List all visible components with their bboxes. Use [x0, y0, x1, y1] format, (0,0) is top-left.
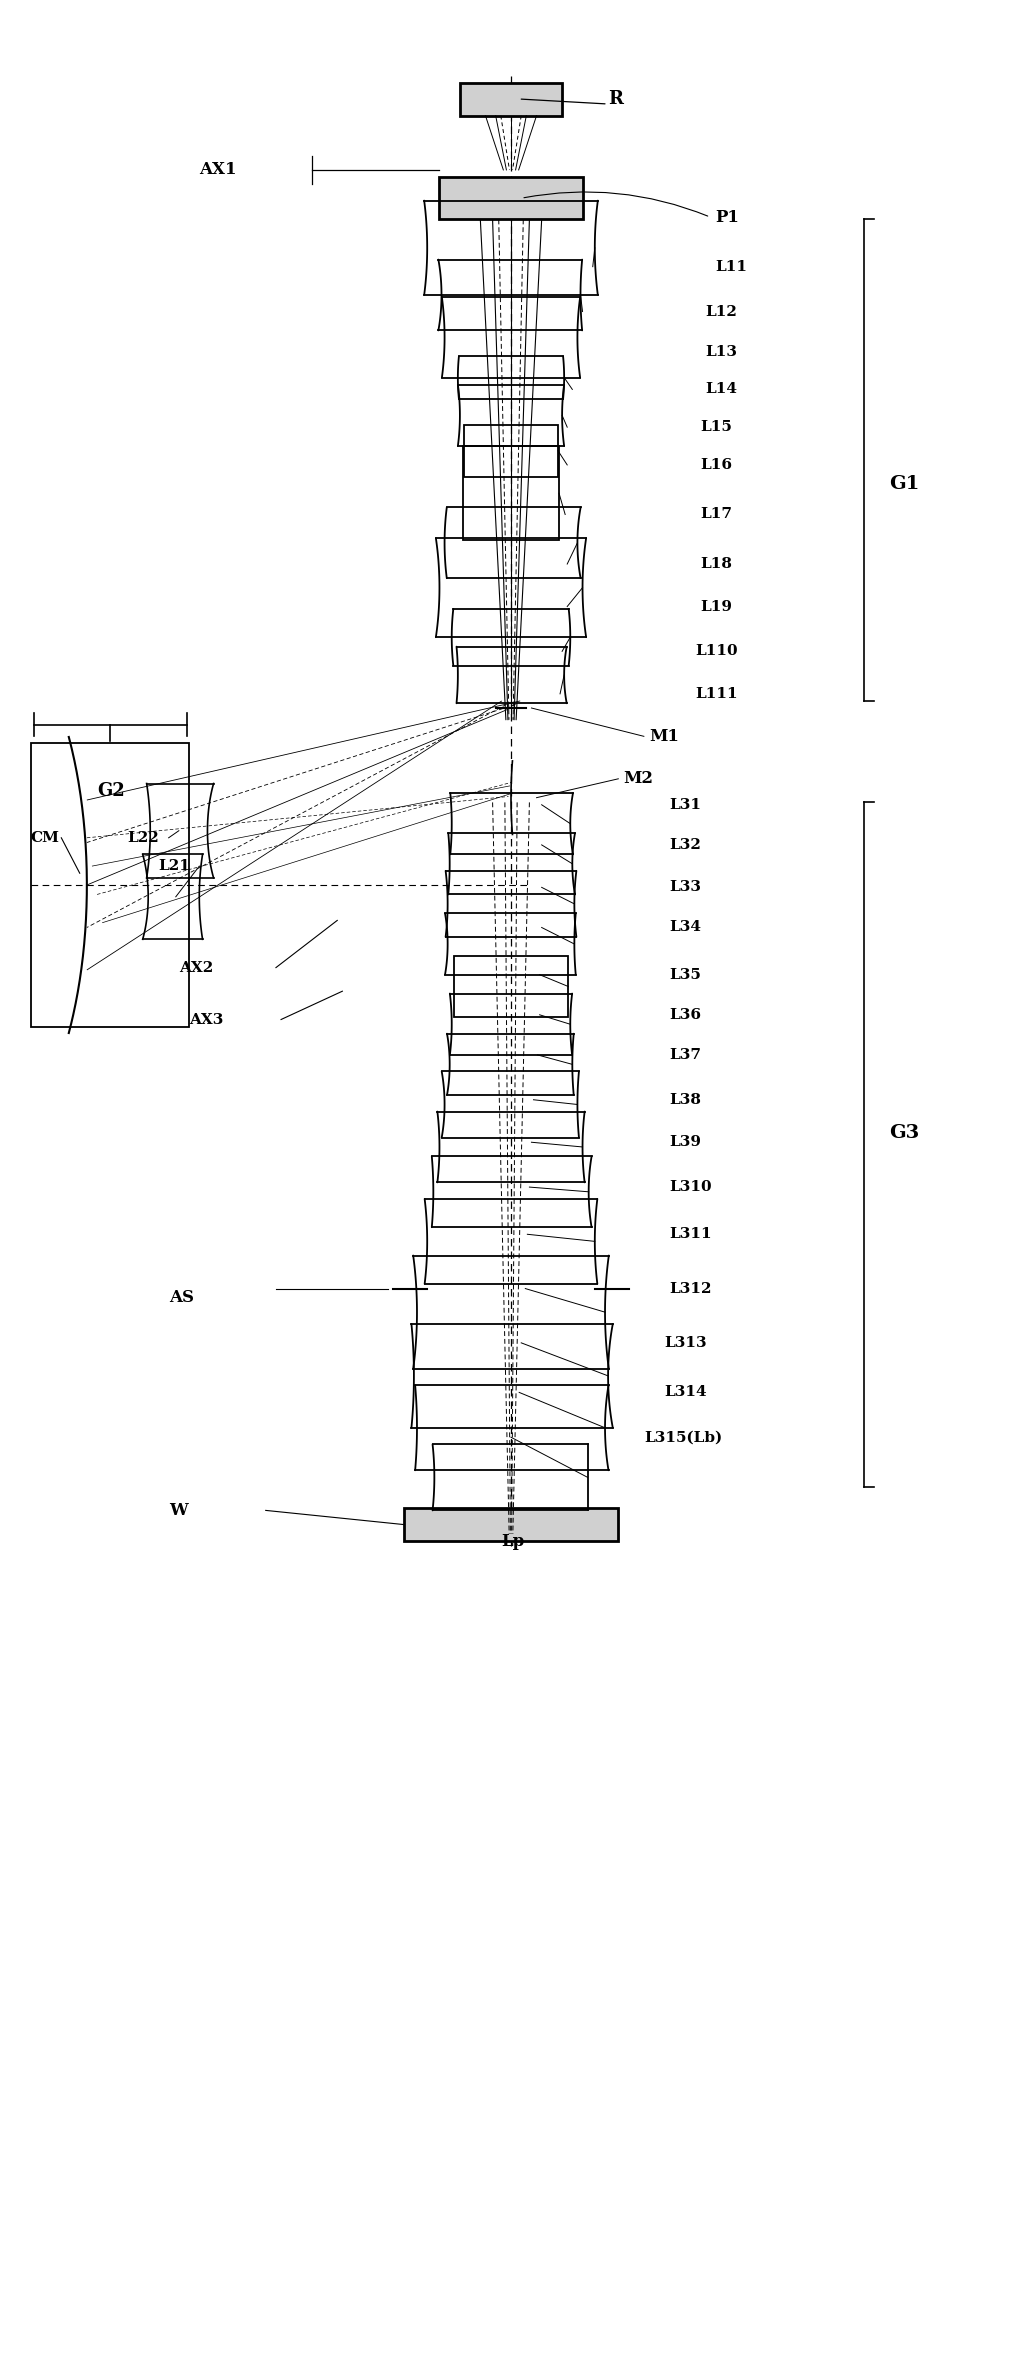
- Bar: [404, 1508, 618, 1541]
- Text: AX1: AX1: [199, 160, 237, 179]
- Text: AX2: AX2: [179, 961, 214, 975]
- Text: L33: L33: [669, 880, 701, 894]
- Text: G1: G1: [889, 474, 920, 493]
- Text: L31: L31: [669, 798, 701, 812]
- Bar: [460, 83, 562, 116]
- Bar: [463, 446, 559, 540]
- Text: L35: L35: [669, 968, 701, 982]
- Text: L34: L34: [669, 920, 701, 935]
- Text: L36: L36: [669, 1008, 701, 1022]
- Text: L21: L21: [158, 859, 190, 873]
- Text: L311: L311: [669, 1227, 712, 1241]
- Text: L111: L111: [695, 687, 738, 701]
- Text: L39: L39: [669, 1135, 701, 1149]
- Text: L32: L32: [669, 838, 701, 852]
- Text: L313: L313: [664, 1336, 707, 1350]
- Text: L11: L11: [715, 260, 747, 274]
- Text: AS: AS: [169, 1289, 193, 1307]
- Text: L15: L15: [700, 420, 732, 434]
- Text: L17: L17: [700, 507, 732, 522]
- Text: AX3: AX3: [189, 1012, 224, 1027]
- Text: W: W: [169, 1501, 187, 1520]
- Bar: [464, 425, 558, 477]
- Text: L16: L16: [700, 458, 732, 472]
- Text: R: R: [608, 90, 623, 109]
- Text: G2: G2: [97, 781, 125, 800]
- Text: M1: M1: [649, 727, 679, 746]
- Text: Lp: Lp: [501, 1532, 524, 1551]
- Text: G3: G3: [889, 1123, 920, 1142]
- Text: L110: L110: [695, 644, 738, 658]
- Bar: [31, 743, 189, 1027]
- Text: L19: L19: [700, 599, 732, 614]
- Text: CM: CM: [31, 831, 59, 845]
- Text: L312: L312: [669, 1281, 712, 1296]
- Text: L13: L13: [705, 345, 737, 359]
- Text: L314: L314: [664, 1385, 707, 1399]
- Text: L310: L310: [669, 1180, 712, 1194]
- Text: L315(Lb): L315(Lb): [644, 1430, 723, 1444]
- Bar: [454, 956, 568, 1017]
- Text: L37: L37: [669, 1048, 701, 1062]
- Text: M2: M2: [623, 769, 653, 788]
- Bar: [439, 177, 583, 219]
- Text: L22: L22: [128, 831, 159, 845]
- Text: L38: L38: [669, 1093, 701, 1107]
- Text: P1: P1: [715, 208, 739, 227]
- Text: L14: L14: [705, 382, 737, 396]
- Text: L18: L18: [700, 557, 732, 571]
- Text: L12: L12: [705, 304, 737, 319]
